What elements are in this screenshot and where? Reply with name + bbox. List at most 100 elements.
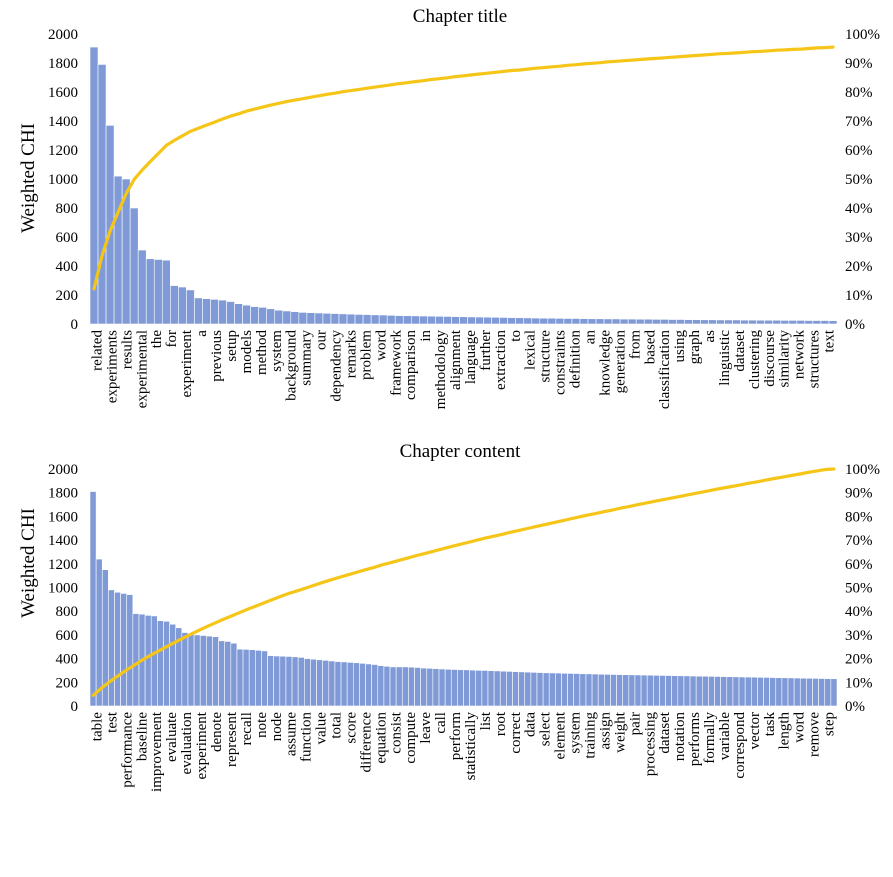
y-tick-label: 800 [56, 604, 79, 620]
x-category-label: generation [612, 330, 628, 394]
bar [640, 674, 648, 707]
bar [724, 319, 733, 325]
bar [178, 286, 187, 325]
bar [542, 672, 550, 707]
y2-tick-label: 100% [845, 27, 880, 43]
x-category-label: leave [418, 712, 434, 744]
bar [163, 620, 170, 707]
x-category-label: linguistic [717, 330, 733, 386]
cumulative-line [92, 45, 835, 291]
y2-tick-label: 90% [845, 56, 873, 72]
bar [665, 675, 672, 707]
bar [386, 314, 396, 325]
y-tick-label: 1600 [48, 509, 78, 525]
bar [370, 314, 380, 325]
x-category-label: processing [642, 712, 658, 777]
x-category-label: data [523, 712, 539, 737]
bar [395, 666, 403, 707]
bar [512, 671, 519, 707]
bar [310, 658, 317, 707]
x-category-label: evaluation [179, 711, 195, 774]
bar [169, 623, 177, 707]
x-category-label: comparison [403, 329, 419, 399]
bar [567, 673, 575, 707]
bar [438, 668, 446, 707]
x-category-label: network [792, 329, 808, 379]
x-category-label: framework [388, 330, 404, 396]
x-category-label: represent [224, 711, 240, 767]
bar [298, 312, 308, 325]
bar [622, 674, 630, 707]
y2-tick-label: 60% [845, 557, 873, 573]
bar [401, 666, 409, 707]
bar-series [89, 46, 838, 325]
bar [450, 669, 458, 707]
bar [716, 319, 725, 325]
x-category-label: remarks [343, 330, 359, 378]
bar [322, 660, 330, 707]
x-category-label: structures [807, 330, 823, 388]
bar [628, 674, 636, 707]
y-tick-label: 600 [56, 628, 79, 644]
y-tick-label: 1800 [48, 486, 78, 502]
y-axis-title: Weighted CHI [18, 123, 39, 233]
bar [120, 593, 128, 707]
bar [290, 311, 300, 325]
x-category-label: equation [373, 711, 389, 763]
bar [230, 642, 238, 707]
bar [150, 615, 158, 707]
bar [740, 319, 749, 325]
bar [692, 319, 701, 325]
bar [248, 649, 256, 707]
x-category-label: correct [508, 711, 524, 753]
x-category-label: pair [627, 712, 643, 735]
bar [523, 317, 533, 325]
bar [635, 318, 645, 325]
x-category-label: similarity [777, 329, 793, 387]
bar [419, 315, 428, 325]
x-category-label: classification [657, 330, 673, 410]
x-category-label: difference [358, 712, 374, 773]
x-category-label: constraints [553, 330, 569, 395]
cumulative-percentage-line [92, 45, 835, 291]
x-category-label: summary [299, 329, 315, 385]
bar [443, 316, 452, 325]
bar [234, 303, 243, 325]
bar [611, 318, 621, 325]
bar [226, 301, 235, 325]
bar [775, 677, 783, 707]
bar [653, 675, 660, 707]
bar [451, 316, 460, 325]
y-tick-label: 1200 [48, 143, 78, 159]
chapter-content-panel: Chapter content Weighted CHI 0 200 400 600 8… [18, 441, 880, 792]
bar [828, 320, 838, 325]
bar [114, 591, 121, 707]
bar [619, 318, 629, 325]
bar [383, 666, 391, 707]
x-category-label: vector [747, 712, 763, 749]
bar [812, 320, 822, 325]
y2-tick-label: 20% [845, 259, 873, 275]
x-category-label: baseline [134, 712, 150, 761]
bar [95, 558, 103, 707]
x-category-label: system [269, 330, 285, 372]
bar [616, 674, 623, 707]
bar [157, 620, 164, 707]
y2-axis-ticks: 0% 10% 20% 30% 40% 50% 60% 70% 80% 90% 100% [845, 27, 880, 333]
x-category-label: clustering [747, 329, 763, 389]
bar [255, 650, 262, 707]
bar [824, 678, 832, 707]
x-category-label: score [343, 712, 359, 744]
bar [426, 668, 434, 707]
bar [587, 318, 597, 325]
bar [548, 672, 556, 707]
x-category-label: problem [358, 330, 374, 380]
bar [137, 249, 147, 325]
bar [285, 656, 293, 707]
bar [322, 312, 332, 325]
y2-tick-label: 90% [845, 486, 873, 502]
x-category-label: evaluate [164, 712, 180, 762]
bar [362, 314, 372, 325]
bar [659, 319, 669, 325]
